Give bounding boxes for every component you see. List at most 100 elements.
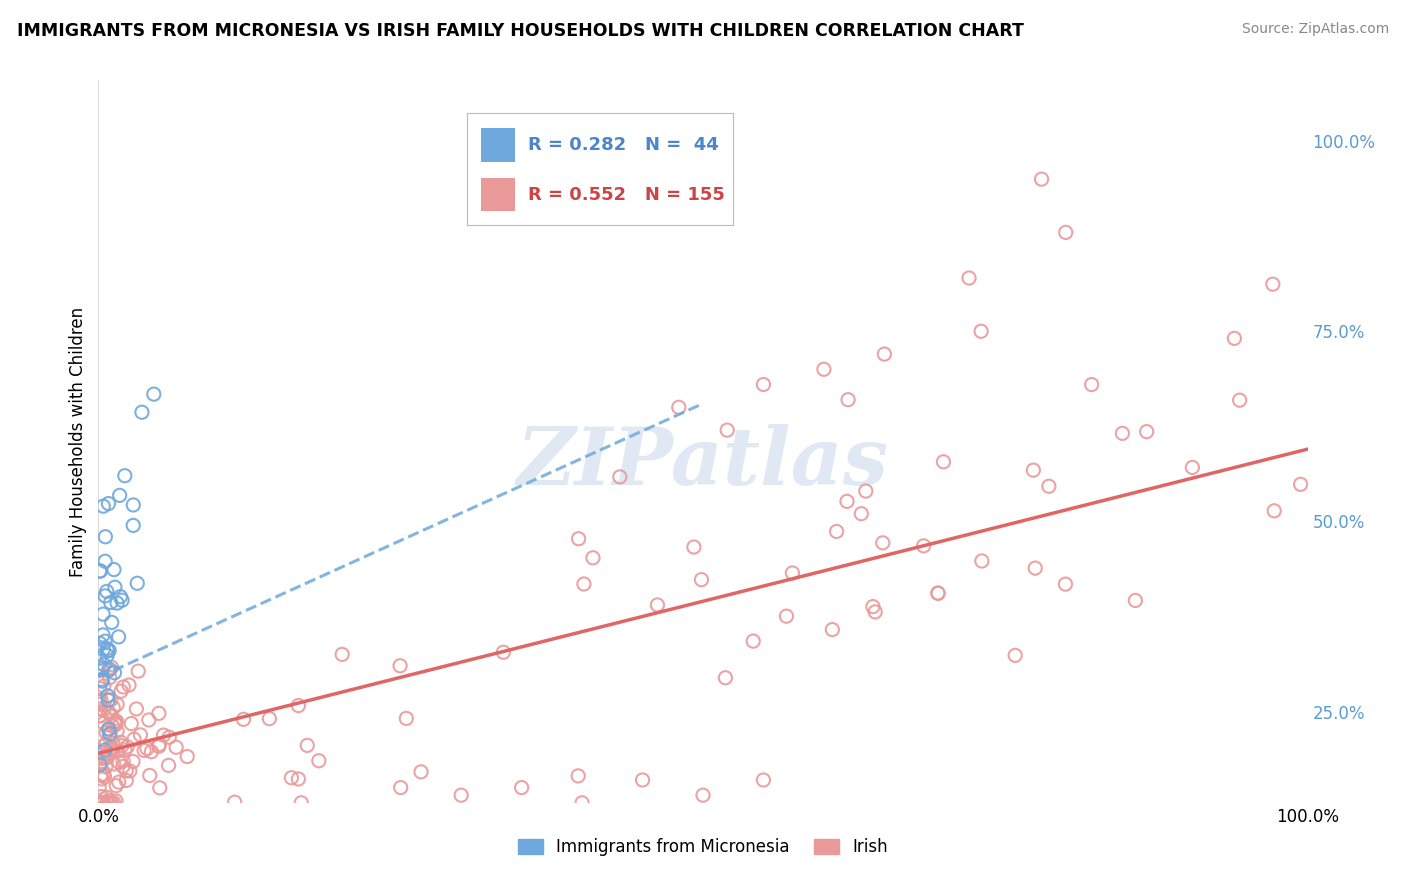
Point [855, 484, 877, 499]
Point [111, 593, 134, 607]
Point [224, 795, 246, 809]
Point [1004, 648, 1026, 663]
Point [280, 771, 302, 785]
Point [90, 768, 112, 782]
Point [98, 671, 121, 685]
Point [94, 530, 117, 544]
Point [127, 576, 149, 591]
Point [714, 671, 737, 685]
Point [1263, 504, 1285, 518]
Point [93, 642, 115, 657]
Point [105, 779, 128, 793]
Point [851, 507, 873, 521]
Point [572, 577, 595, 591]
Point [93, 743, 115, 757]
Point [94, 554, 117, 568]
Point [98, 747, 121, 761]
Point [90, 772, 112, 786]
Point [149, 780, 172, 795]
Point [103, 796, 125, 810]
Point [90, 693, 112, 707]
Point [87, 746, 110, 760]
Point [297, 739, 319, 753]
Point [96, 796, 118, 810]
Point [837, 392, 859, 407]
Point [98, 706, 121, 720]
Point [91, 751, 114, 765]
Text: Source: ZipAtlas.com: Source: ZipAtlas.com [1241, 22, 1389, 37]
Point [87, 796, 110, 810]
Point [927, 586, 949, 600]
Point [97, 705, 120, 719]
Point [94, 738, 117, 752]
Point [90, 796, 112, 810]
Point [631, 772, 654, 787]
Point [567, 769, 589, 783]
Point [115, 739, 138, 754]
Text: IMMIGRANTS FROM MICRONESIA VS IRISH FAMILY HOUSEHOLDS WITH CHILDREN CORRELATION : IMMIGRANTS FROM MICRONESIA VS IRISH FAMI… [17, 22, 1024, 40]
Point [287, 772, 309, 786]
Point [105, 698, 128, 712]
Point [96, 641, 118, 656]
Point [107, 744, 129, 758]
Point [93, 657, 115, 672]
Point [395, 711, 418, 725]
Point [96, 796, 118, 810]
Point [89, 780, 111, 795]
Point [93, 750, 115, 764]
Point [97, 644, 120, 658]
Legend: Immigrants from Micronesia, Irish: Immigrants from Micronesia, Irish [510, 831, 896, 863]
Point [148, 738, 170, 752]
Point [93, 770, 115, 784]
Point [90, 796, 112, 810]
Point [108, 488, 131, 502]
Point [91, 746, 114, 760]
Point [90, 673, 112, 687]
Point [1181, 460, 1204, 475]
Point [129, 728, 152, 742]
Point [970, 324, 993, 338]
Point [97, 693, 120, 707]
Point [176, 749, 198, 764]
Point [87, 693, 110, 707]
Point [93, 703, 115, 717]
Point [287, 698, 309, 713]
Point [89, 698, 111, 712]
Point [89, 708, 111, 723]
Point [111, 759, 134, 773]
Point [932, 455, 955, 469]
Point [957, 271, 980, 285]
Point [582, 550, 605, 565]
Point [89, 702, 111, 716]
Point [101, 742, 124, 756]
Point [104, 717, 127, 731]
Point [97, 722, 120, 736]
Point [1054, 226, 1077, 240]
Point [1080, 377, 1102, 392]
Point [100, 709, 122, 723]
Point [863, 605, 886, 619]
Point [148, 739, 170, 754]
Point [103, 665, 125, 680]
Point [93, 767, 115, 781]
Point [89, 681, 111, 696]
Point [716, 423, 738, 437]
Point [96, 796, 118, 810]
Point [692, 788, 714, 802]
Point [120, 716, 142, 731]
Point [97, 689, 120, 703]
Point [101, 736, 124, 750]
Point [100, 692, 122, 706]
Point [105, 596, 128, 610]
Point [90, 789, 112, 804]
Point [110, 684, 132, 698]
Point [118, 764, 141, 778]
Point [152, 728, 174, 742]
Point [100, 595, 122, 609]
Point [89, 757, 111, 772]
Point [107, 630, 129, 644]
Point [118, 678, 141, 692]
Point [862, 599, 884, 614]
Point [93, 679, 115, 693]
Point [330, 648, 353, 662]
